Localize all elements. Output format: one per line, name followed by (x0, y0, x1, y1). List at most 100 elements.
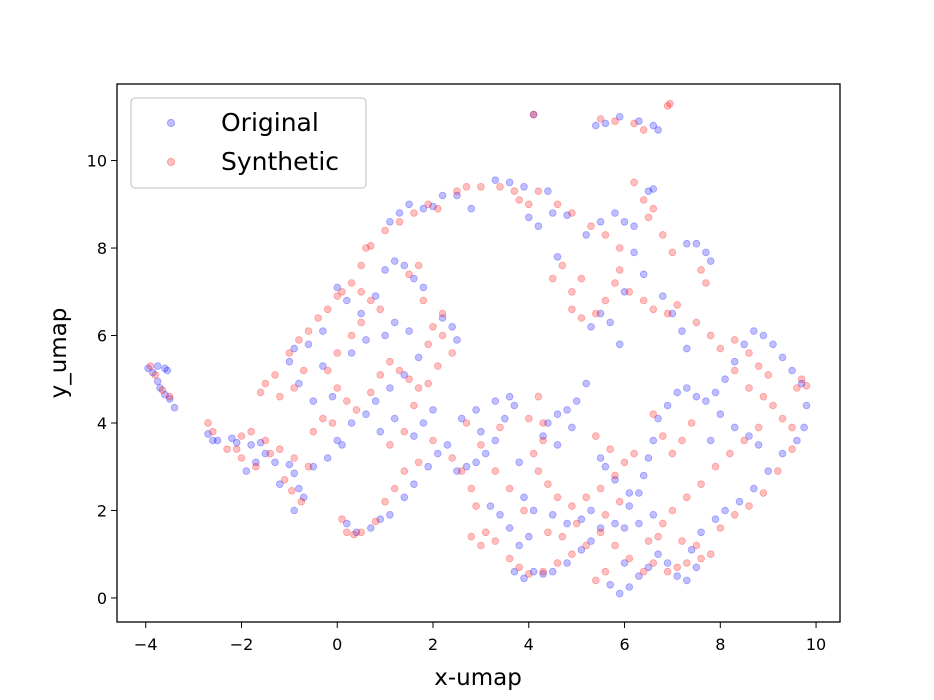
data-point-synthetic (304, 462, 313, 471)
data-point-synthetic (429, 322, 437, 331)
data-point-original (477, 427, 485, 436)
data-point-synthetic (350, 530, 358, 539)
data-point-original (228, 434, 236, 443)
data-point-original (290, 469, 299, 478)
data-point-original (654, 126, 662, 134)
data-point-synthetic (414, 261, 423, 270)
data-point-synthetic (639, 567, 648, 576)
data-point-original (635, 489, 643, 497)
data-point-original (491, 397, 500, 405)
data-point-original (797, 379, 806, 388)
data-point-original (620, 524, 629, 532)
data-point-synthetic (237, 432, 246, 440)
data-point-original (381, 266, 389, 274)
data-point-original (548, 510, 557, 519)
data-point-synthetic (668, 449, 677, 458)
data-point-synthetic (644, 537, 653, 545)
data-point-original (347, 349, 356, 357)
data-point-original (453, 336, 461, 344)
data-point-synthetic (649, 559, 658, 567)
data-point-synthetic (247, 427, 255, 436)
data-point-original (544, 187, 552, 196)
data-point-original (333, 283, 342, 292)
data-point-synthetic (558, 532, 567, 541)
data-point-synthetic (697, 266, 705, 274)
data-point-synthetic (663, 309, 672, 318)
data-point-original (649, 510, 658, 519)
data-point-synthetic (663, 567, 672, 576)
data-point-original (658, 292, 667, 300)
data-point-original (615, 113, 624, 121)
data-point-synthetic (558, 261, 567, 270)
data-point-original (788, 366, 796, 375)
data-point-original (749, 327, 758, 335)
data-point-synthetic (323, 366, 332, 375)
data-point-original (587, 506, 595, 515)
data-point-original (800, 423, 808, 432)
data-point-synthetic (414, 384, 423, 392)
data-point-original (295, 379, 303, 388)
data-point-original (615, 589, 624, 598)
data-point-synthetic (366, 388, 375, 397)
data-point-original (692, 239, 701, 248)
data-point-original (381, 331, 389, 340)
data-point-synthetic (424, 340, 433, 349)
data-point-original (553, 252, 562, 261)
data-point-original (563, 406, 571, 414)
data-point-synthetic (539, 419, 547, 427)
data-point-synthetic (745, 502, 753, 510)
data-point-original (515, 458, 523, 467)
data-point-synthetic (544, 480, 552, 489)
data-point-synthetic (275, 445, 284, 454)
data-point-synthetic (788, 445, 796, 454)
data-point-original (347, 419, 356, 427)
data-point-original (467, 204, 476, 213)
data-point-original (510, 401, 519, 410)
data-point-synthetic (568, 550, 576, 558)
data-point-original (204, 430, 212, 438)
data-point-synthetic (366, 242, 375, 250)
data-point-original (443, 441, 452, 449)
data-point-original (553, 410, 562, 419)
data-point-original (161, 390, 169, 399)
data-point-original (472, 458, 480, 467)
data-point-synthetic (433, 204, 442, 213)
data-point-original (682, 576, 691, 585)
legend-box (130, 97, 367, 189)
data-point-synthetic (630, 178, 638, 187)
data-point-original (520, 183, 528, 191)
data-point-original (721, 506, 729, 515)
data-point-original (453, 191, 461, 200)
data-point-synthetic (309, 427, 318, 436)
x-tick-label: 0 (332, 635, 342, 654)
data-point-original (639, 270, 648, 279)
data-point-original (376, 427, 385, 436)
data-point-synthetic (706, 331, 715, 340)
data-point-original (271, 458, 279, 467)
data-point-original (486, 502, 495, 510)
data-point-synthetic (682, 559, 691, 567)
data-point-original (342, 519, 351, 528)
data-point-original (213, 436, 222, 445)
data-point-synthetic (577, 274, 586, 283)
data-point-original (706, 436, 715, 445)
data-point-original (520, 574, 528, 583)
data-point-original (242, 467, 251, 475)
data-point-synthetic (357, 528, 366, 537)
data-point-synthetic (797, 375, 806, 384)
data-point-synthetic (764, 371, 772, 379)
data-point-original (524, 532, 533, 541)
data-point-original (400, 493, 409, 502)
data-point-original (496, 510, 504, 519)
data-point-original (144, 364, 152, 373)
data-point-original (376, 515, 385, 523)
data-point-original (630, 222, 638, 231)
data-point-synthetic (601, 567, 610, 576)
data-point-synthetic (730, 510, 739, 519)
data-point-synthetic (433, 362, 442, 370)
data-point-synthetic (630, 119, 638, 128)
data-point-synthetic (534, 392, 543, 401)
data-point-original (553, 441, 562, 449)
data-point-original (534, 222, 543, 231)
data-point-original (153, 362, 162, 370)
